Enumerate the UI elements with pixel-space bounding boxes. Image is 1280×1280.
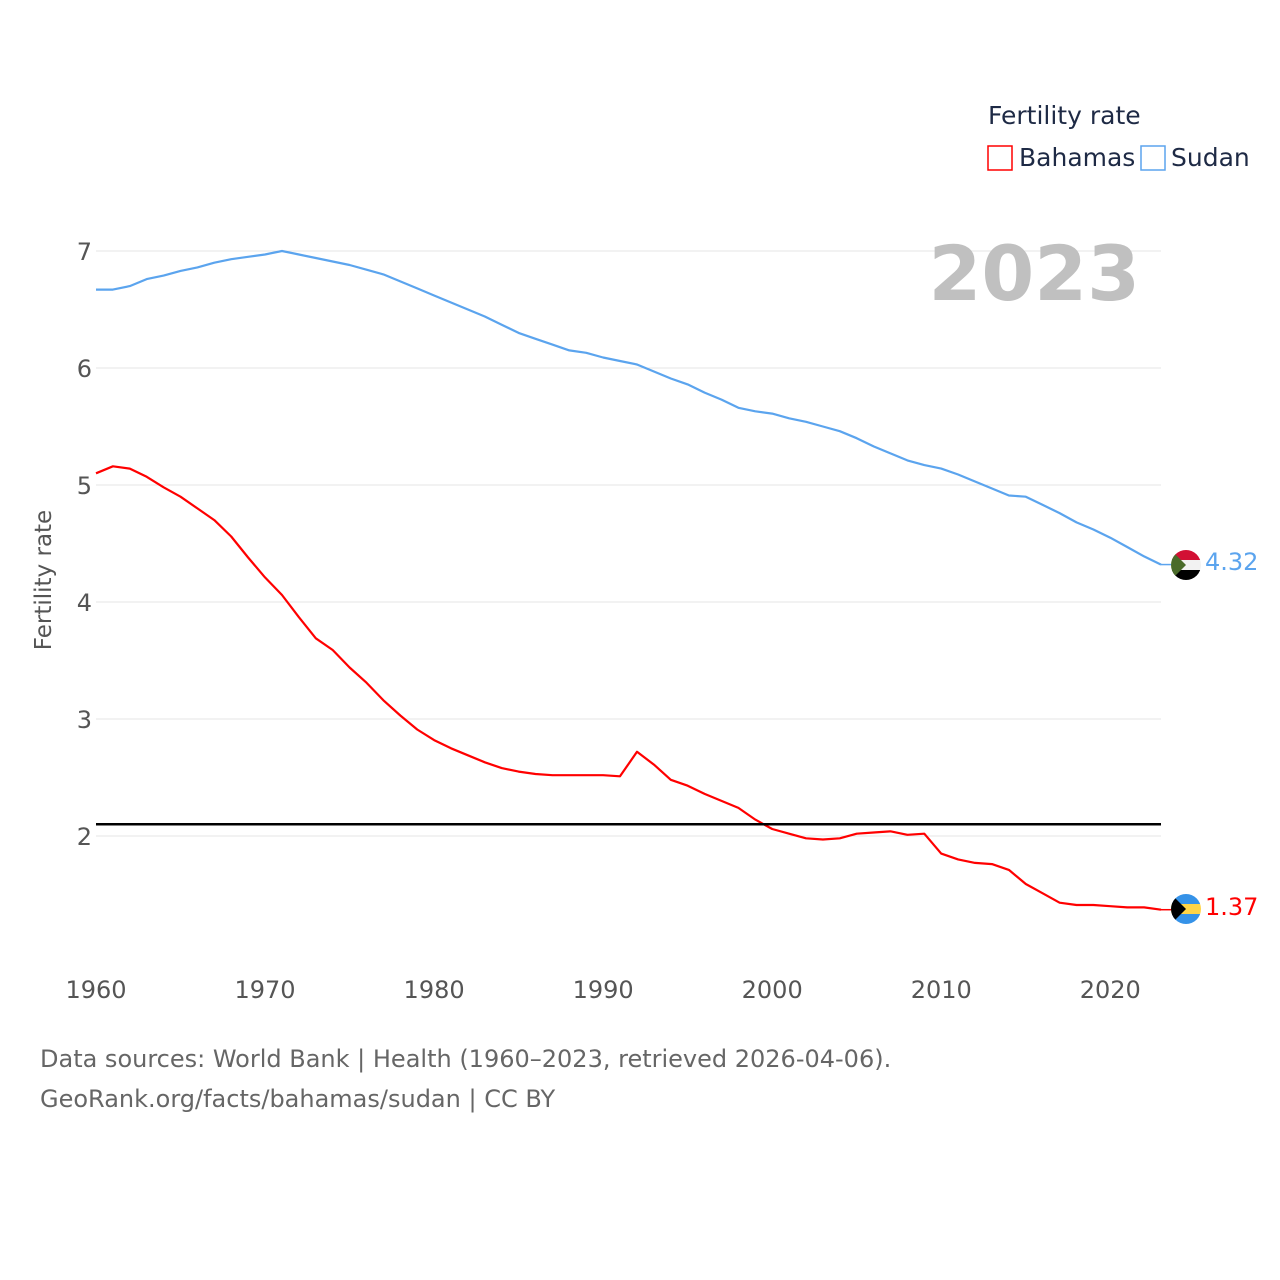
series-line-sudan (96, 249, 1162, 566)
x-tick-label: 1970 (235, 976, 296, 1004)
series-lines (95, 249, 1162, 911)
x-tick-label: 1980 (404, 976, 465, 1004)
legend-swatch-sudan[interactable] (1140, 145, 1166, 171)
y-ticks: 2 3 4 5 6 7 (77, 238, 92, 851)
legend-label-sudan[interactable]: Sudan (1171, 143, 1250, 172)
x-tick-label: 1960 (65, 976, 126, 1004)
bahamas-end-value: 1.37 (1205, 893, 1258, 921)
end-markers (1161, 563, 1172, 911)
series-line-bahamas (95, 465, 1162, 911)
sudan-flag-icon (1171, 550, 1201, 580)
grid (96, 250, 1161, 837)
legend: Fertility rate Bahamas Sudan (987, 101, 1250, 172)
bahamas-flag-icon (1171, 894, 1201, 924)
x-tick-label: 2010 (911, 976, 972, 1004)
legend-label-bahamas[interactable]: Bahamas (1019, 143, 1135, 172)
y-tick-label: 4 (77, 589, 92, 617)
footer-attribution: GeoRank.org/facts/bahamas/sudan | CC BY (40, 1085, 556, 1113)
y-tick-label: 7 (77, 238, 92, 266)
x-ticks: 1960 1970 1980 1990 2000 2010 2020 (65, 976, 1140, 1004)
legend-title: Fertility rate (988, 101, 1141, 130)
x-tick-label: 1990 (573, 976, 634, 1004)
legend-swatch-bahamas[interactable] (987, 145, 1013, 171)
y-tick-label: 3 (77, 706, 92, 734)
current-year-label: 2023 (928, 229, 1140, 318)
x-tick-label: 2020 (1080, 976, 1141, 1004)
sudan-end-value: 4.32 (1205, 548, 1258, 576)
y-axis-label: Fertility rate (31, 510, 57, 650)
y-tick-label: 2 (77, 823, 92, 851)
footer-sources: Data sources: World Bank | Health (1960–… (40, 1045, 892, 1073)
y-tick-label: 5 (77, 472, 92, 500)
x-tick-label: 2000 (742, 976, 803, 1004)
y-tick-label: 6 (77, 355, 92, 383)
